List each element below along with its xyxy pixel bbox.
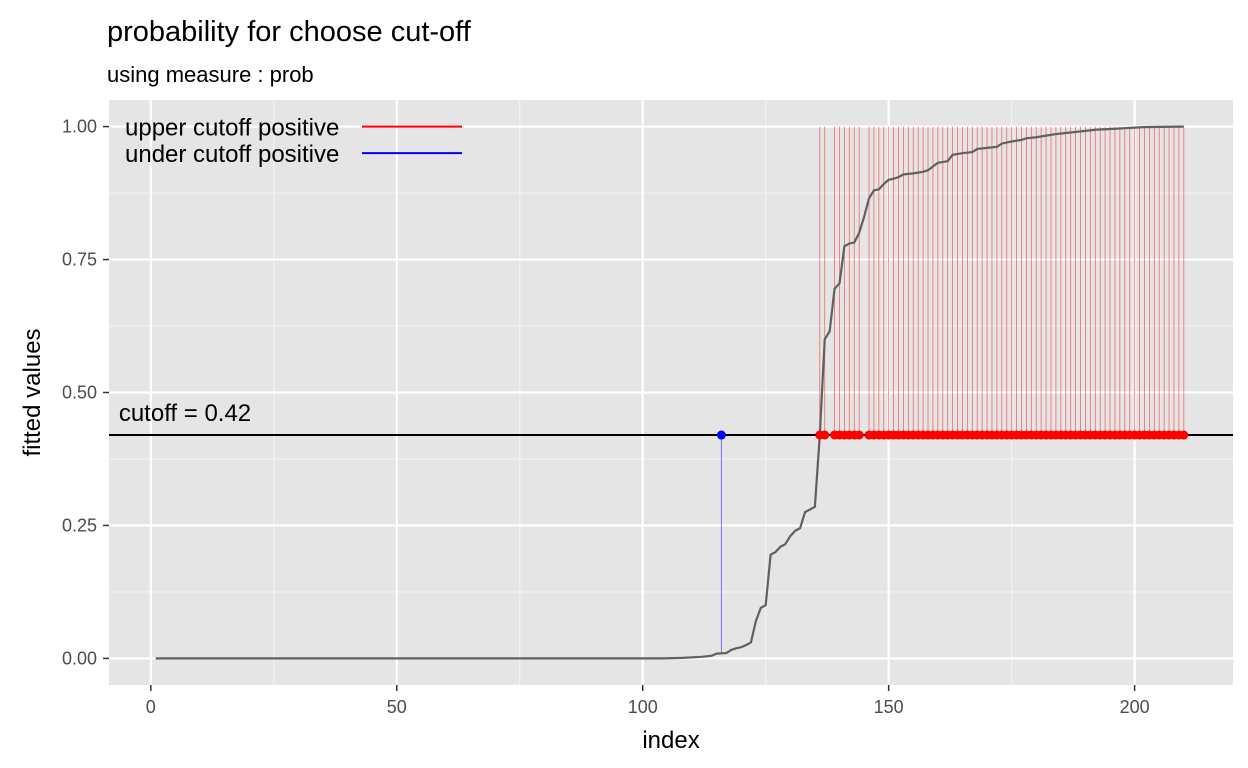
x-tick-label: 100 (628, 697, 658, 717)
legend: upper cutoff positive under cutoff posit… (125, 115, 462, 168)
legend-entry-under: under cutoff positive (125, 141, 462, 168)
under-cutoff-point (716, 430, 726, 440)
x-tick-label: 150 (874, 697, 904, 717)
upper-cutoff-points (815, 430, 1189, 440)
upper-cutoff-point (854, 430, 864, 440)
y-tick-label: 0.75 (62, 250, 97, 270)
cutoff-label: cutoff = 0.42 (119, 400, 251, 427)
x-tick-label: 200 (1120, 697, 1150, 717)
y-tick-label: 1.00 (62, 117, 97, 137)
legend-entry-upper: upper cutoff positive (125, 115, 462, 142)
x-axis-ticks: 0 50 100 150 200 (146, 685, 1150, 717)
x-tick-label: 0 (146, 697, 156, 717)
y-tick-label: 0.25 (62, 515, 97, 535)
legend-label-under: under cutoff positive (125, 141, 339, 168)
fitted-values-line (155, 125, 1184, 660)
y-axis-title: fitted values (19, 328, 46, 456)
chart-title: probability for choose cut-off (107, 16, 472, 48)
upper-cutoff-point (1179, 430, 1189, 440)
x-axis-title: index (642, 727, 699, 754)
chart-subtitle: using measure : prob (107, 62, 314, 87)
y-tick-label: 0.00 (62, 648, 97, 668)
upper-cutoff-point (820, 430, 830, 440)
y-tick-label: 0.50 (62, 383, 97, 403)
y-axis-ticks: 0.00 0.25 0.50 0.75 1.00 (62, 117, 109, 668)
legend-label-upper: upper cutoff positive (125, 115, 339, 142)
x-tick-label: 50 (387, 697, 407, 717)
under-cutoff-points (716, 430, 726, 440)
